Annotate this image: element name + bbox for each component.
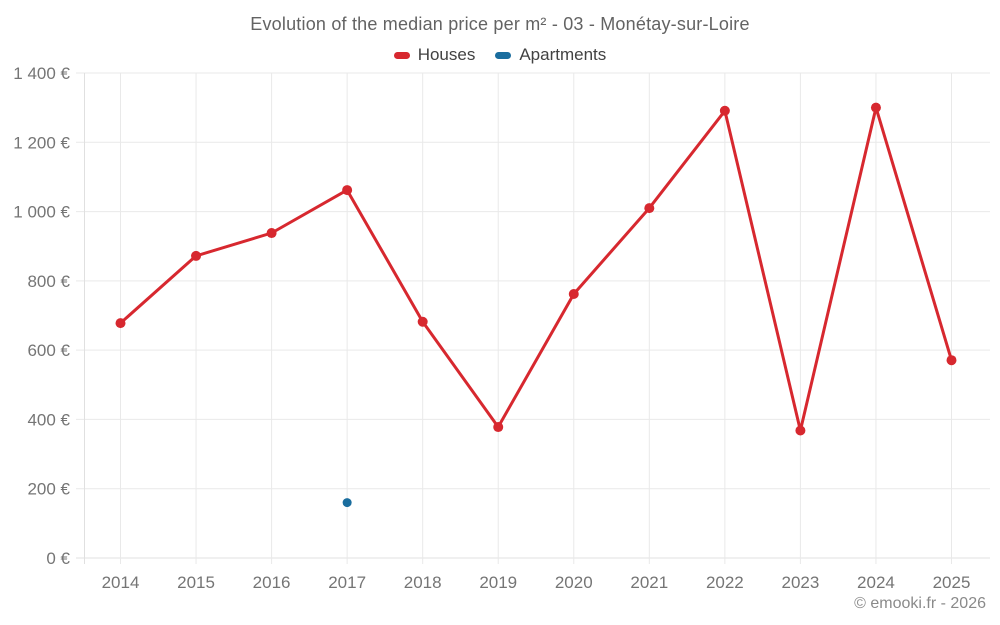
- y-tick-label: 1 200 €: [13, 133, 70, 152]
- y-tick-label: 1 000 €: [13, 203, 70, 222]
- legend-swatch-houses-icon: [393, 51, 410, 59]
- legend: Houses Apartments: [0, 45, 1000, 65]
- x-tick-label: 2014: [102, 573, 140, 592]
- data-point-houses-2023[interactable]: [795, 425, 806, 436]
- data-point-houses-2016[interactable]: [266, 228, 277, 239]
- data-point-houses-2018[interactable]: [417, 316, 428, 327]
- y-tick-label: 0 €: [46, 549, 70, 568]
- data-point-houses-2022[interactable]: [719, 105, 730, 116]
- y-tick-label: 800 €: [27, 272, 70, 291]
- legend-swatch-apartments-icon: [495, 51, 512, 59]
- data-point-houses-2014[interactable]: [115, 318, 126, 329]
- x-tick-label: 2015: [177, 573, 215, 592]
- y-tick-label: 600 €: [27, 341, 70, 360]
- data-point-houses-2019[interactable]: [493, 422, 504, 433]
- y-tick-label: 400 €: [27, 410, 70, 429]
- data-point-houses-2020[interactable]: [568, 289, 579, 300]
- x-tick-label: 2020: [555, 573, 593, 592]
- legend-label-apartments: Apartments: [519, 45, 607, 64]
- legend-item-apartments[interactable]: Apartments: [495, 45, 606, 65]
- data-point-apartments-2017[interactable]: [342, 498, 352, 508]
- y-tick-label: 200 €: [27, 480, 70, 499]
- x-tick-label: 2018: [404, 573, 442, 592]
- data-point-houses-2017[interactable]: [342, 185, 353, 196]
- data-point-houses-2021[interactable]: [644, 203, 655, 214]
- chart-title: Evolution of the median price per m² - 0…: [250, 14, 750, 34]
- x-tick-label: 2019: [479, 573, 517, 592]
- x-tick-label: 2016: [253, 573, 291, 592]
- attribution: © emooki.fr - 2026: [854, 595, 986, 612]
- x-tick-label: 2022: [706, 573, 744, 592]
- x-tick-label: 2017: [328, 573, 366, 592]
- data-point-houses-2024[interactable]: [870, 102, 881, 113]
- series-line-houses: [119, 106, 953, 432]
- legend-label-houses: Houses: [417, 45, 476, 64]
- x-tick-label: 2025: [933, 573, 971, 592]
- data-point-houses-2015[interactable]: [191, 250, 202, 261]
- x-tick-label: 2021: [630, 573, 668, 592]
- data-point-houses-2025[interactable]: [946, 355, 957, 366]
- legend-item-houses[interactable]: Houses: [393, 45, 476, 65]
- y-tick-label: 1 400 €: [13, 64, 70, 83]
- x-tick-label: 2023: [781, 573, 819, 592]
- x-tick-label: 2024: [857, 573, 895, 592]
